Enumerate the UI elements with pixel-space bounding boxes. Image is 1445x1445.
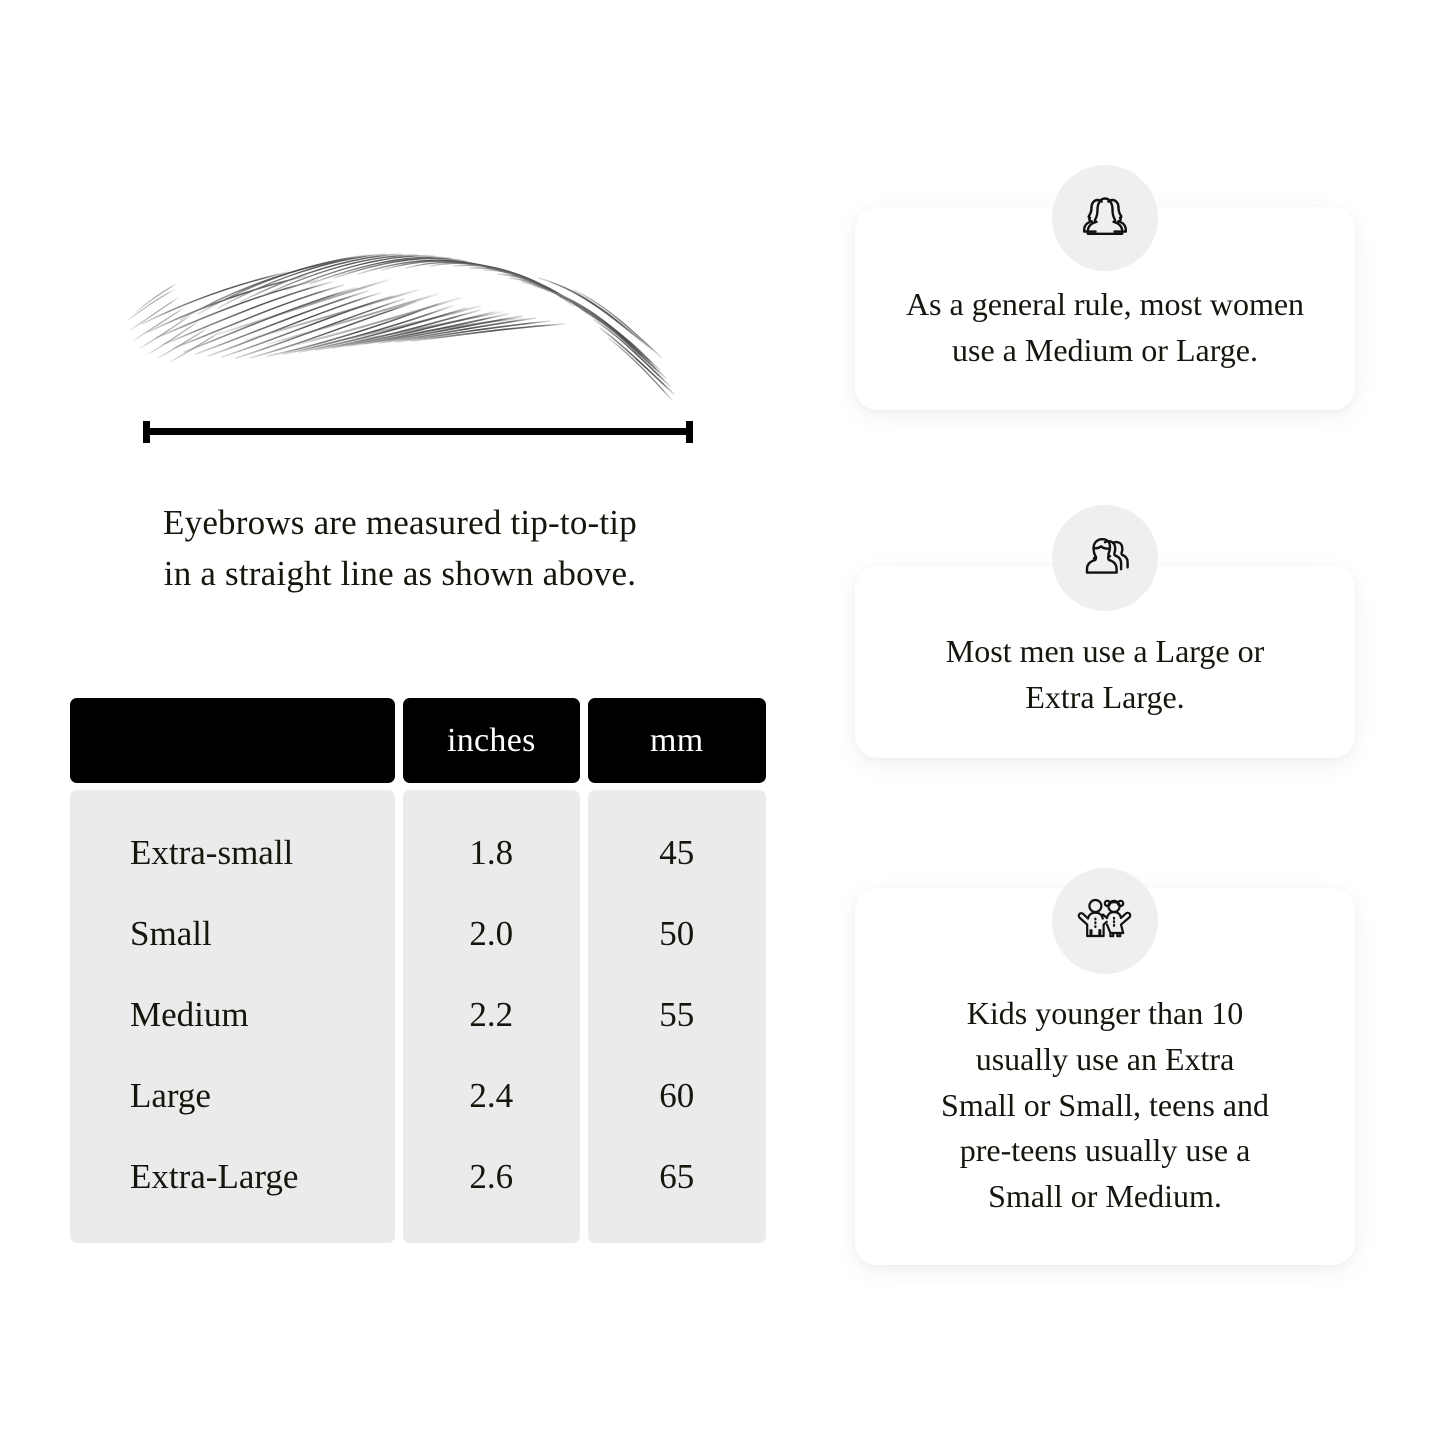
tip-line: pre-teens usually use a bbox=[959, 1132, 1251, 1169]
table-header-row: inches mm bbox=[70, 698, 766, 783]
table-column-inches: 1.8 2.0 2.2 2.4 2.6 bbox=[403, 790, 580, 1243]
caption-line-2: in a straight line as shown above. bbox=[163, 553, 637, 593]
table-cell-inches: 1.8 bbox=[469, 832, 514, 872]
table-cell-inches: 2.4 bbox=[469, 1075, 514, 1115]
table-header-inches: inches bbox=[403, 698, 580, 783]
eyebrow-illustration bbox=[118, 228, 718, 403]
table-header-mm: mm bbox=[587, 698, 766, 783]
table-cell-inches: 2.2 bbox=[469, 994, 514, 1034]
table-cell-size: Extra-small bbox=[130, 832, 294, 872]
measurement-bar-icon bbox=[143, 420, 693, 444]
table-cell-inches: 2.6 bbox=[469, 1156, 514, 1196]
kids-pair-icon bbox=[1052, 868, 1158, 974]
table-cell-mm: 45 bbox=[659, 832, 695, 872]
tips-column: As a general rule, most women use a Medi… bbox=[820, 0, 1445, 1445]
tip-line: use a Medium or Large. bbox=[952, 331, 1258, 368]
caption-line-1: Eyebrows are measured tip-to-tip bbox=[163, 503, 637, 542]
table-header-size bbox=[70, 698, 396, 783]
men-group-icon bbox=[1052, 505, 1158, 611]
table-cell-size: Large bbox=[130, 1075, 211, 1115]
left-column: Eyebrows are measured tip-to-tip in a st… bbox=[70, 228, 766, 1243]
tip-line: Small or Small, teens and bbox=[941, 1086, 1269, 1123]
tip-line: Most men use a Large or bbox=[945, 633, 1265, 670]
table-cell-mm: 65 bbox=[659, 1156, 695, 1196]
tip-line: Kids younger than 10 bbox=[966, 995, 1244, 1032]
tip-line: Extra Large. bbox=[1025, 679, 1185, 715]
table-cell-mm: 55 bbox=[659, 994, 695, 1034]
tip-text-kids: Kids younger than 10 usually use an Extr… bbox=[907, 933, 1303, 1220]
table-cell-mm: 60 bbox=[659, 1075, 695, 1115]
table-column-mm: 45 50 55 60 65 bbox=[587, 790, 766, 1243]
tip-line: Small or Medium. bbox=[988, 1178, 1222, 1215]
size-table: inches mm Extra-small Small Medium Large… bbox=[70, 698, 766, 1243]
tip-line: As a general rule, most women bbox=[905, 285, 1305, 322]
table-column-size: Extra-small Small Medium Large Extra-Lar… bbox=[70, 790, 396, 1243]
table-cell-size: Extra-Large bbox=[130, 1156, 299, 1196]
tip-text-men: Most men use a Large or Extra Large. bbox=[912, 603, 1298, 721]
table-cell-inches: 2.0 bbox=[469, 913, 514, 953]
tip-card-men: Most men use a Large or Extra Large. bbox=[855, 566, 1355, 758]
table-cell-size: Small bbox=[130, 913, 212, 953]
tip-card-kids: Kids younger than 10 usually use an Extr… bbox=[855, 888, 1355, 1265]
women-group-icon bbox=[1052, 165, 1158, 271]
table-body: Extra-small Small Medium Large Extra-Lar… bbox=[70, 790, 766, 1243]
tip-line: usually use an Extra bbox=[975, 1040, 1235, 1077]
table-cell-size: Medium bbox=[130, 994, 249, 1034]
eyebrow-measure-caption: Eyebrows are measured tip-to-tip in a st… bbox=[70, 498, 730, 600]
table-cell-mm: 50 bbox=[659, 913, 695, 953]
tip-text-women: As a general rule, most women use a Medi… bbox=[872, 244, 1338, 374]
